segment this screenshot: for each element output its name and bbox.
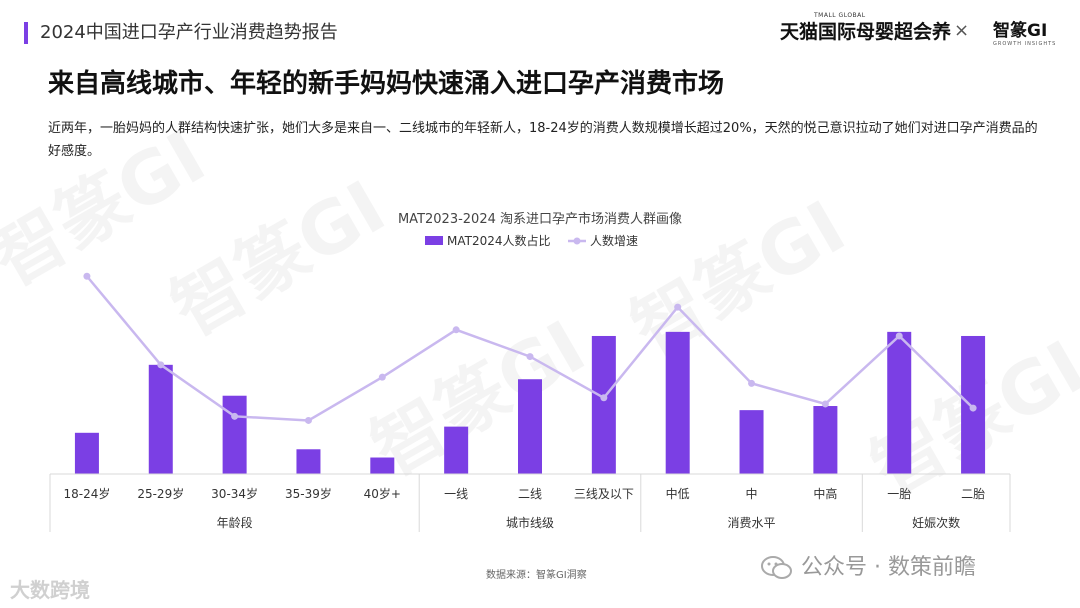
tick-label: 25-29岁	[137, 486, 184, 501]
line-point	[378, 373, 386, 381]
brand-tmall-small: TMALL GLOBAL	[814, 12, 866, 19]
group-label: 消费水平	[728, 516, 776, 530]
brand-tmall-logo: 天猫国际母婴超会养	[780, 21, 952, 43]
footer-watermark-text: 公众号 · 数策前瞻	[801, 555, 976, 580]
line-point	[157, 361, 165, 369]
line-series	[83, 272, 977, 424]
bar	[222, 395, 247, 474]
group-label: 妊娠次数	[912, 515, 960, 530]
brand-gi-logo: 智篆GI	[993, 21, 1048, 41]
bar	[74, 432, 99, 474]
group-label: 年龄段	[217, 515, 253, 530]
category-axis: 18-24岁 25-29岁 30-34岁 35-39岁 40岁+ 一线 二线 三线及以下 中低 中…	[49, 473, 1011, 532]
tick-label: 中高	[813, 486, 837, 501]
line-point	[304, 416, 312, 424]
data-source: 数据来源：智篆GI洞察	[486, 570, 587, 581]
bar	[813, 406, 838, 474]
line-point	[895, 332, 903, 340]
line-point	[821, 400, 829, 408]
line-point	[452, 326, 460, 334]
tick-label: 35-39岁	[285, 486, 332, 501]
group-label: 城市线级	[506, 515, 554, 530]
bar	[665, 331, 690, 474]
line-point	[83, 272, 91, 280]
chart-title: MAT2023-2024 淘系进口孕产市场消费人群画像	[398, 211, 682, 227]
brand-gi-small: GROWTH INSIGHTS	[993, 41, 1057, 47]
footer-watermark-right: 公众号 · 数策前瞻	[760, 549, 976, 582]
tick-label: 40岁+	[364, 486, 401, 501]
legend-swatch-point	[573, 237, 581, 245]
line-point	[231, 412, 239, 420]
tick-label: 中	[746, 486, 758, 501]
bar	[739, 410, 764, 474]
line-point	[674, 303, 682, 311]
line-point	[526, 353, 534, 361]
bar	[518, 379, 542, 474]
bar	[887, 331, 912, 474]
legend-label: MAT2024人数占比	[447, 233, 551, 248]
bar	[148, 364, 173, 474]
page-description: 近两年，一胎妈妈的人群结构快速扩张，她们大多是来自一、二线城市的年轻新人，18-…	[48, 121, 1038, 159]
line-point	[600, 394, 608, 402]
brand-separator: ×	[954, 20, 970, 41]
legend-swatch-bar	[425, 236, 443, 245]
tick-label: 二胎	[961, 487, 985, 501]
report-title: 2024中国进口孕产行业消费趋势报告	[40, 22, 338, 43]
line-point	[969, 404, 977, 412]
line-point	[748, 379, 756, 387]
tick-label: 中低	[666, 486, 690, 501]
bar	[444, 426, 469, 474]
footer-watermark-left: 大数跨境	[10, 578, 90, 602]
tick-label: 一胎	[887, 487, 911, 501]
bar	[591, 335, 616, 474]
chart-legend: MAT2024人数占比 人数增速	[425, 233, 638, 248]
tick-label: 一线	[444, 487, 468, 501]
tick-label: 二线	[518, 487, 542, 501]
tick-label: 30-34岁	[211, 486, 258, 501]
legend-label: 人数增速	[590, 233, 638, 248]
tick-label: 三线及以下	[574, 487, 634, 501]
bar	[296, 449, 321, 474]
wechat-icon	[760, 554, 794, 582]
bar	[370, 457, 395, 474]
page-title: 来自高线城市、年轻的新手妈妈快速涌入进口孕产消费市场	[48, 69, 725, 99]
tick-label: 18-24岁	[63, 486, 110, 501]
bar-series	[74, 331, 986, 474]
header-accent-bar	[24, 22, 28, 44]
